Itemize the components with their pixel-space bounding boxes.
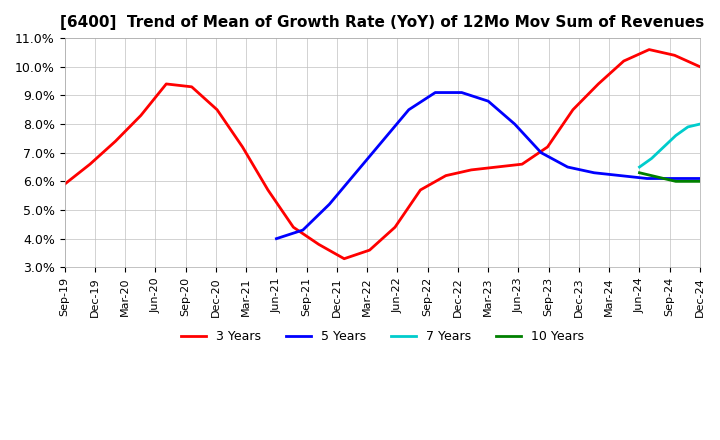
- 3 Years: [111, 139, 120, 144]
- 3 Years: [289, 224, 297, 230]
- 7 Years: [635, 165, 644, 170]
- 3 Years: [670, 53, 679, 58]
- Title: [6400]  Trend of Mean of Growth Rate (YoY) of 12Mo Mov Sum of Revenues: [6400] Trend of Mean of Growth Rate (YoY…: [60, 15, 704, 30]
- 3 Years: [467, 167, 476, 172]
- 3 Years: [619, 59, 628, 64]
- 10 Years: [672, 179, 680, 184]
- 3 Years: [416, 187, 425, 193]
- 3 Years: [86, 161, 94, 167]
- 3 Years: [645, 47, 654, 52]
- 7 Years: [683, 124, 692, 129]
- Line: 5 Years: 5 Years: [276, 92, 700, 238]
- 3 Years: [365, 247, 374, 253]
- 3 Years: [696, 64, 704, 70]
- 5 Years: [351, 170, 360, 176]
- 5 Years: [616, 173, 625, 178]
- 3 Years: [492, 165, 501, 170]
- 5 Years: [457, 90, 466, 95]
- 3 Years: [315, 242, 323, 247]
- 5 Years: [272, 236, 281, 241]
- 5 Years: [510, 121, 519, 127]
- 5 Years: [537, 150, 546, 155]
- 10 Years: [696, 179, 704, 184]
- 5 Years: [431, 90, 440, 95]
- Line: 3 Years: 3 Years: [65, 50, 700, 259]
- 10 Years: [635, 170, 644, 176]
- 5 Years: [643, 176, 652, 181]
- 5 Years: [299, 227, 307, 233]
- 7 Years: [696, 121, 704, 127]
- Legend: 3 Years, 5 Years, 7 Years, 10 Years: 3 Years, 5 Years, 7 Years, 10 Years: [176, 325, 589, 348]
- 5 Years: [378, 139, 387, 144]
- 3 Years: [213, 107, 222, 112]
- 5 Years: [696, 176, 704, 181]
- 3 Years: [594, 81, 603, 87]
- 3 Years: [391, 224, 400, 230]
- 7 Years: [660, 144, 668, 150]
- 3 Years: [187, 84, 196, 89]
- 5 Years: [405, 107, 413, 112]
- 3 Years: [543, 144, 552, 150]
- 3 Years: [569, 107, 577, 112]
- 3 Years: [340, 256, 348, 261]
- 3 Years: [162, 81, 171, 87]
- 5 Years: [669, 176, 678, 181]
- 7 Years: [647, 156, 656, 161]
- 3 Years: [264, 187, 272, 193]
- 5 Years: [484, 99, 492, 104]
- 3 Years: [441, 173, 450, 178]
- 5 Years: [563, 165, 572, 170]
- 7 Years: [672, 133, 680, 138]
- Line: 7 Years: 7 Years: [639, 124, 700, 167]
- 10 Years: [647, 173, 656, 178]
- 10 Years: [660, 176, 668, 181]
- Line: 10 Years: 10 Years: [639, 173, 700, 181]
- 5 Years: [590, 170, 598, 176]
- 3 Years: [137, 113, 145, 118]
- 3 Years: [518, 161, 526, 167]
- 10 Years: [683, 179, 692, 184]
- 5 Years: [325, 202, 333, 207]
- 3 Years: [60, 182, 69, 187]
- 3 Years: [238, 144, 247, 150]
